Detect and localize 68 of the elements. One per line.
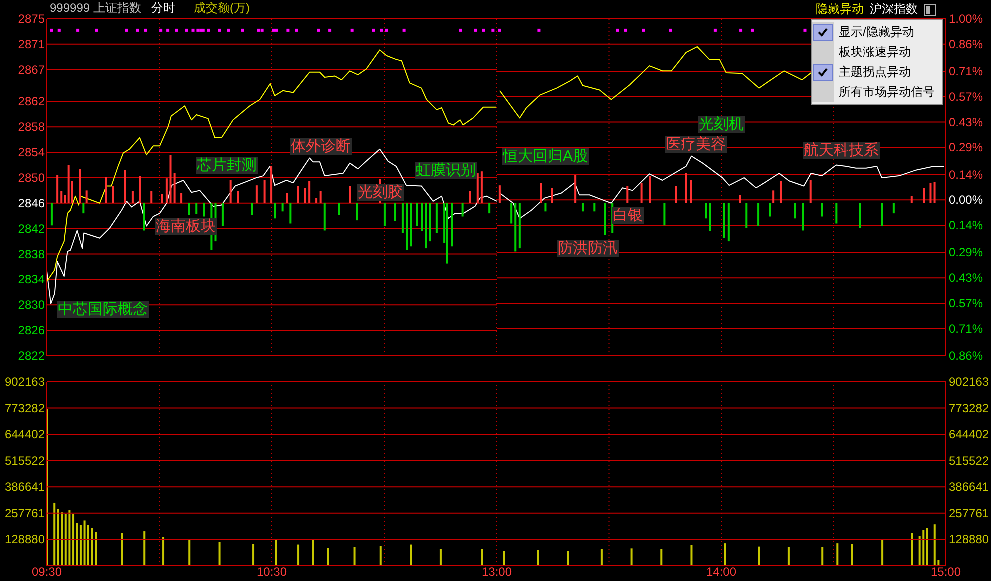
x-tick-label: 14:00 — [706, 565, 737, 579]
y-tick-label: 2862 — [18, 94, 46, 109]
y2-tick-label: 0.29% — [949, 246, 984, 260]
chart-subtitle: 分时 — [151, 0, 176, 17]
y-tick-label: 257761 — [949, 506, 990, 520]
annotation: 医疗美容 — [665, 136, 727, 153]
y2-tick-label: 0.43% — [949, 271, 984, 286]
y-tick-label: 2850 — [18, 170, 46, 185]
annotation: 光刻胶 — [357, 184, 404, 201]
x-tick-label: 15:00 — [930, 565, 962, 579]
y2-tick-label: 0.14% — [949, 168, 984, 182]
y-tick-label: 2822 — [18, 349, 46, 363]
y-tick-label: 2838 — [18, 247, 46, 262]
y-tick-label: 2858 — [18, 120, 46, 134]
annotation: 虹膜识别 — [415, 162, 477, 179]
annotation: 航天科技系 — [803, 142, 880, 159]
y-tick-label: 2842 — [18, 222, 46, 236]
y-tick-label: 2830 — [18, 298, 46, 312]
y-tick-label: 2875 — [18, 12, 46, 26]
x-tick-label: 13:00 — [482, 565, 512, 579]
x-tick-label: 10:30 — [256, 565, 288, 579]
y-tick-label: 773282 — [4, 401, 46, 416]
annotation: 海南板块 — [155, 218, 217, 235]
y-tick-label: 515522 — [949, 454, 990, 468]
y2-tick-label: 0.43% — [949, 115, 984, 130]
y-tick-label: 515522 — [4, 454, 46, 468]
y2-tick-label: 0.14% — [949, 218, 984, 233]
y2-tick-label: 0.57% — [949, 90, 984, 104]
y2-tick-label: 0.86% — [949, 349, 984, 363]
y-tick-label: 902163 — [949, 375, 990, 389]
y-tick-label: 773282 — [949, 401, 990, 416]
text: 沪深指数 — [870, 1, 918, 18]
y2-tick-label: 0.57% — [949, 296, 984, 310]
y-tick-label: 2854 — [18, 146, 46, 160]
y-tick-label: 128880 — [949, 532, 990, 547]
y-tick-label: 2834 — [18, 272, 46, 287]
y-tick-label: 2871 — [18, 37, 46, 52]
annotation: 主题拐点异动 — [839, 64, 911, 80]
annotation: 板块涨速异动 — [839, 44, 911, 60]
y2-tick-label: 0.00% — [949, 193, 984, 208]
annotation: 体外诊断 — [290, 138, 352, 155]
y-tick-label: 644402 — [949, 428, 990, 442]
y-tick-label: 2846 — [18, 196, 46, 210]
y-tick-label: 128880 — [4, 532, 46, 547]
annotation: 防洪防汛 — [557, 240, 619, 257]
annotation: 显示/隐藏异动 — [839, 24, 914, 40]
text: 隐藏异动 — [816, 1, 864, 18]
y2-tick-label: 0.71% — [949, 322, 984, 336]
y-tick-label: 2826 — [18, 324, 46, 338]
annotation: 恒大回归A股 — [502, 148, 590, 165]
annotation: 白银 — [612, 207, 644, 224]
y-tick-label: 644402 — [4, 428, 46, 442]
y2-tick-label: 0.29% — [949, 140, 984, 155]
x-tick-label: 09:30 — [32, 565, 62, 579]
annotation: 芯片封测 — [196, 157, 258, 174]
text: 成交额(万) — [193, 0, 251, 17]
y-tick-label: 386641 — [4, 480, 46, 494]
annotation: 中芯国际概念 — [57, 301, 149, 318]
y2-tick-label: 0.71% — [949, 64, 984, 79]
chart-title: 999999 上证指数 — [50, 0, 142, 17]
annotation: 所有市场异动信号 — [839, 84, 935, 100]
y-tick-label: 257761 — [4, 506, 46, 520]
y2-tick-label: 0.86% — [949, 37, 984, 52]
y-tick-label: 902163 — [4, 375, 46, 389]
y-tick-label: 386641 — [949, 480, 990, 494]
y2-tick-label: 1.00% — [949, 12, 984, 26]
annotation: 光刻机 — [698, 116, 745, 133]
y-tick-label: 2867 — [18, 62, 46, 77]
